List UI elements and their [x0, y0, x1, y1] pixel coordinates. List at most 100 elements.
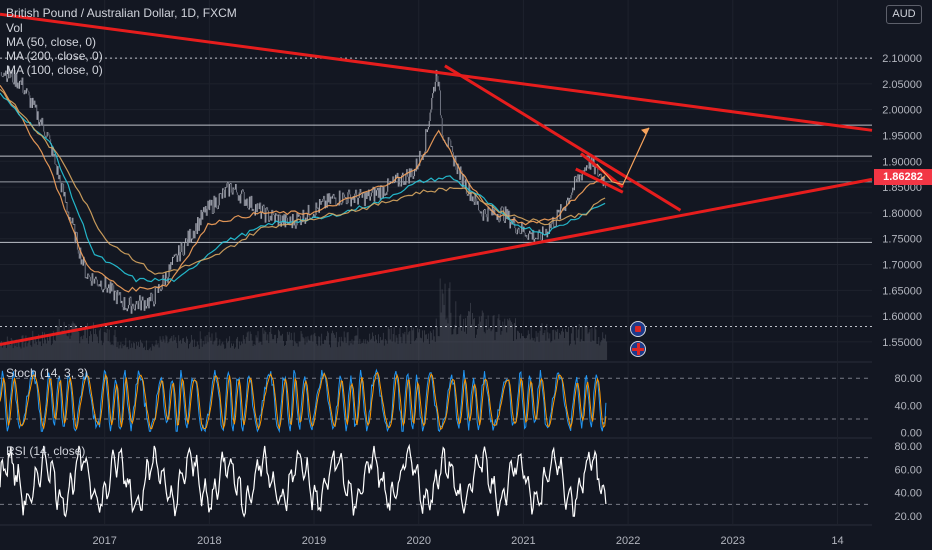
- price-candle: [154, 287, 156, 305]
- price-candle: [256, 203, 258, 213]
- price-candle: [160, 289, 162, 292]
- price-candle: [471, 196, 473, 202]
- price-candle: [150, 292, 152, 302]
- volume-bar: [329, 344, 330, 360]
- price-candle: [519, 232, 521, 234]
- volume-bar: [155, 340, 157, 360]
- volume-bar: [526, 335, 528, 360]
- price-candle: [235, 184, 237, 190]
- price-candle: [340, 204, 342, 206]
- price-candle: [318, 199, 320, 213]
- volume-bar: [205, 343, 207, 360]
- volume-bar: [603, 338, 605, 360]
- volume-bar: [20, 348, 22, 360]
- ma50-legend[interactable]: MA (50, close, 0): [6, 35, 97, 49]
- volume-bar: [600, 342, 602, 360]
- stoch-tick-label: 0.00: [901, 428, 922, 440]
- volume-bar: [116, 347, 118, 360]
- volume-bar: [71, 323, 73, 360]
- price-tick-label: 1.85000: [882, 182, 922, 194]
- ma200-legend[interactable]: MA (200, close, 0): [6, 49, 103, 63]
- price-candle: [38, 122, 40, 127]
- price-candle: [581, 173, 583, 181]
- price-candle: [141, 296, 143, 301]
- volume-bar: [130, 347, 132, 360]
- volume-bar: [260, 342, 262, 360]
- stoch-legend[interactable]: Stoch (14, 3, 3): [6, 366, 89, 380]
- price-candle: [355, 189, 357, 194]
- price-candle: [187, 230, 189, 247]
- volume-bar: [337, 342, 339, 360]
- volume-bar: [295, 343, 297, 360]
- price-candle: [137, 303, 139, 310]
- price-candle: [586, 165, 588, 171]
- volume-bar: [311, 334, 313, 360]
- price-candle: [248, 208, 250, 210]
- symbol-title[interactable]: British Pound / Australian Dollar, 1D, F…: [6, 6, 237, 20]
- volume-bar: [474, 337, 476, 360]
- volume-bar: [233, 343, 234, 360]
- volume-bar: [514, 323, 516, 360]
- price-candle: [210, 199, 212, 206]
- volume-bar: [131, 343, 133, 360]
- price-candle: [364, 192, 366, 207]
- volume-bar: [306, 342, 308, 360]
- price-candle: [50, 139, 52, 144]
- volume-legend[interactable]: Vol: [6, 21, 23, 35]
- volume-bar: [359, 338, 361, 360]
- price-tick-label: 1.75000: [882, 234, 922, 246]
- rsi-legend[interactable]: RSI (14, close): [6, 444, 86, 458]
- volume-bar: [240, 341, 242, 360]
- price-candle: [484, 209, 486, 211]
- volume-bar: [28, 341, 30, 360]
- price-candle: [51, 146, 53, 157]
- price-candle: [342, 192, 344, 203]
- price-candle: [356, 197, 358, 205]
- volume-bar: [117, 342, 119, 360]
- uk-flag-icon[interactable]: [630, 341, 646, 357]
- price-candle: [267, 207, 269, 211]
- price-candle: [95, 276, 97, 279]
- price-candle: [77, 249, 79, 254]
- volume-bar: [4, 341, 6, 360]
- currency-button[interactable]: AUD: [886, 5, 922, 24]
- price-candle: [286, 217, 288, 225]
- price-candle: [216, 208, 218, 210]
- volume-bar: [558, 338, 560, 360]
- price-candle: [101, 289, 103, 293]
- price-candle: [350, 194, 352, 207]
- volume-bar: [331, 330, 333, 360]
- price-candle: [414, 168, 416, 177]
- volume-bar: [535, 331, 537, 360]
- volume-bar: [590, 341, 592, 360]
- price-candle: [76, 231, 78, 233]
- price-candle: [98, 284, 100, 286]
- price-candle: [404, 181, 406, 185]
- volume-bar: [338, 337, 340, 360]
- price-candle: [199, 218, 201, 226]
- price-candle: [16, 74, 18, 89]
- price-candle: [395, 174, 397, 178]
- price-candle: [549, 223, 551, 229]
- price-candle: [572, 187, 574, 193]
- volume-bar: [245, 336, 247, 360]
- price-candle: [62, 183, 64, 185]
- volume-bar: [521, 335, 523, 360]
- price-candle: [410, 168, 412, 178]
- price-candle: [363, 192, 365, 207]
- volume-bar: [378, 343, 380, 360]
- volume-bar: [440, 312, 442, 360]
- volume-bar: [210, 340, 212, 360]
- price-candle: [348, 189, 350, 193]
- volume-bar: [588, 332, 590, 360]
- price-candle: [361, 195, 363, 198]
- price-candle: [241, 190, 243, 194]
- volume-bar: [265, 332, 267, 360]
- volume-bar: [573, 340, 575, 360]
- volume-bar: [321, 333, 323, 360]
- australia-flag-icon[interactable]: [630, 321, 646, 337]
- ma100-legend[interactable]: MA (100, close, 0): [6, 63, 103, 77]
- price-candle: [131, 306, 133, 314]
- price-candle: [384, 193, 386, 196]
